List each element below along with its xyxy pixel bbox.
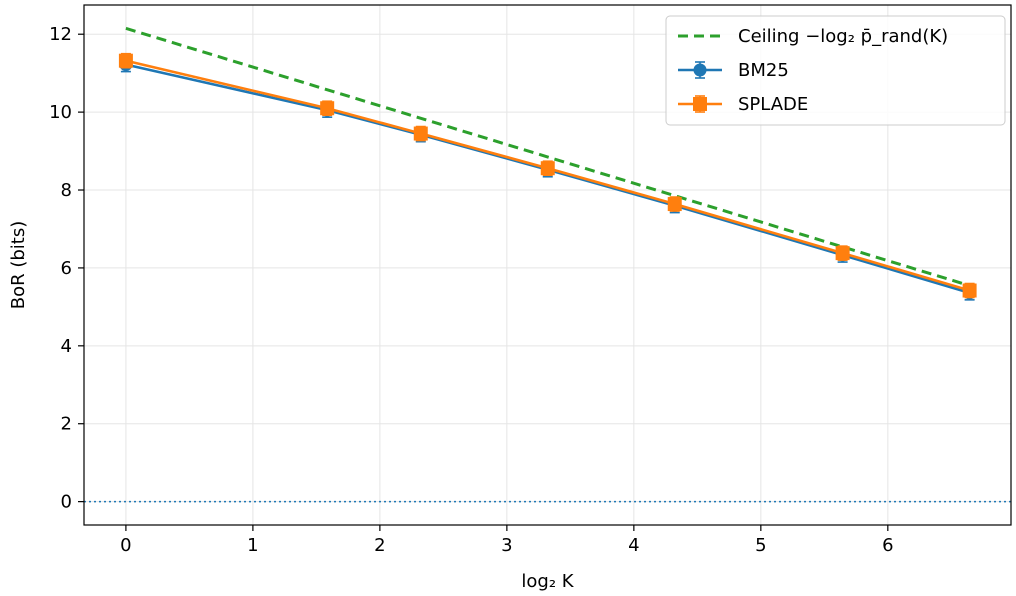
legend-marker [693, 63, 707, 77]
data-point [413, 126, 428, 141]
y-tick-label: 12 [49, 24, 72, 45]
y-tick-label: 6 [61, 258, 72, 279]
x-axis-label: log₂ K [521, 571, 574, 592]
y-tick-label: 8 [61, 180, 72, 201]
series-layer [118, 26, 977, 301]
legend-box [665, 15, 1006, 126]
x-tick-label: 5 [755, 535, 766, 556]
x-tick-label: 4 [628, 535, 639, 556]
legend-marker [693, 97, 707, 111]
x-tick-label: 1 [247, 535, 258, 556]
legend-label: Ceiling −log₂ p̄_rand(K) [738, 26, 948, 47]
series-0 [125, 26, 970, 287]
y-tick-label: 10 [49, 102, 72, 123]
y-tick-label: 4 [61, 336, 72, 357]
legend-item-2: SPLADE [678, 94, 808, 115]
data-point [835, 246, 850, 261]
y-axis-label: BoR (bits) [8, 221, 29, 310]
y-tick-label: 2 [61, 414, 72, 435]
legend-item-1: BM25 [678, 60, 789, 81]
plot-frame [83, 4, 1012, 526]
legend: Ceiling −log₂ p̄_rand(K) BM25 SPLADE [665, 15, 1006, 126]
y-tick-label: 0 [61, 492, 72, 513]
x-tick-label: 6 [882, 535, 893, 556]
data-point [540, 161, 555, 176]
data-point [118, 53, 133, 68]
legend-label: SPLADE [738, 94, 808, 115]
x-tick-label: 0 [120, 535, 131, 556]
data-point [962, 283, 977, 298]
legend-item-0: Ceiling −log₂ p̄_rand(K) [678, 26, 948, 47]
x-tick-label: 3 [501, 535, 512, 556]
data-point [320, 101, 335, 116]
series-line [125, 26, 970, 287]
data-point [667, 197, 682, 212]
x-tick-label: 2 [374, 535, 385, 556]
series-2 [118, 52, 977, 299]
legend-label: BM25 [738, 60, 789, 81]
